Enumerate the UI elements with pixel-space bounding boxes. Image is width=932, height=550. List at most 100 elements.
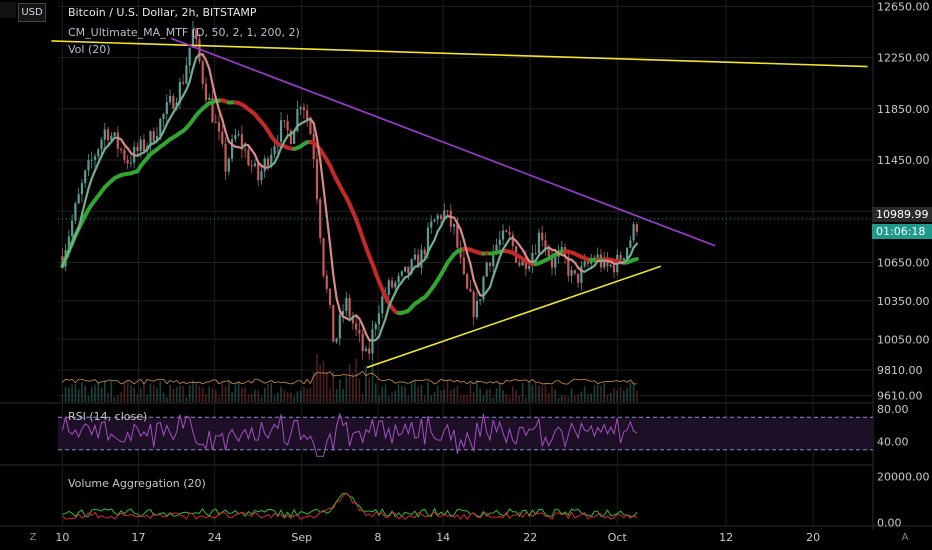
volume-bar xyxy=(521,383,524,402)
volume-ma-line xyxy=(130,380,135,385)
volume-ma-line xyxy=(251,378,256,384)
volume-bar xyxy=(577,394,579,402)
candle-body xyxy=(423,249,426,255)
volume-ma-line xyxy=(143,378,148,385)
volume-bar xyxy=(130,384,132,402)
ma-short-segment xyxy=(466,252,472,266)
volume-bar xyxy=(443,389,446,402)
zoom-button[interactable]: Z xyxy=(29,532,37,543)
volume-bar xyxy=(371,361,374,402)
ma-short-segment xyxy=(328,243,335,276)
ma-short-segment xyxy=(394,285,400,294)
volume-bar xyxy=(361,393,364,402)
candle-body xyxy=(224,143,227,172)
volume-ma-line xyxy=(506,379,510,382)
candle-body xyxy=(580,266,583,283)
volume-bar xyxy=(182,385,184,402)
candle-body xyxy=(279,120,283,142)
ma-short-segment xyxy=(90,169,97,180)
candle-body xyxy=(413,254,417,260)
volume-bar xyxy=(538,385,540,402)
rsi-pane-label[interactable]: RSI (14, close) xyxy=(68,410,148,423)
volume-bar xyxy=(498,383,501,402)
ma-short-segment xyxy=(498,248,505,259)
volume-ma-line xyxy=(228,380,233,384)
candle-body xyxy=(345,297,348,312)
volume-ma-line xyxy=(594,380,598,385)
volume-bar xyxy=(606,394,609,402)
candle-body xyxy=(462,257,465,274)
volume-bar xyxy=(557,397,560,402)
symbol-flag-icon xyxy=(0,2,16,18)
candle-body xyxy=(511,234,514,247)
volume-ma-line xyxy=(333,374,337,377)
ma-short-segment xyxy=(208,67,214,86)
candle-body xyxy=(306,110,309,121)
volume-bar xyxy=(629,382,632,402)
candle-body xyxy=(485,262,488,277)
volume-bar xyxy=(352,372,354,402)
volume-ma-line xyxy=(182,381,187,385)
volume-bar xyxy=(560,395,563,402)
volume-bar xyxy=(544,382,547,402)
candle-body xyxy=(253,163,257,166)
indicator-vol-label[interactable]: Vol (20) xyxy=(68,43,111,56)
ma-short-segment xyxy=(338,309,345,318)
volume-bar xyxy=(303,386,305,402)
auto-scale-button[interactable]: A xyxy=(901,532,909,543)
candle-body xyxy=(335,338,338,342)
candle-body xyxy=(436,215,439,220)
currency-button[interactable]: USD xyxy=(18,3,46,22)
volume-bar xyxy=(482,395,485,402)
volume-ma-line xyxy=(528,379,533,383)
candle-body xyxy=(547,248,550,257)
candle-body xyxy=(355,323,358,330)
candle-body xyxy=(430,221,433,228)
volume-bar xyxy=(81,382,83,402)
volume-ma-line xyxy=(117,380,122,385)
volume-ma-line xyxy=(408,381,412,384)
ma-short-segment xyxy=(191,56,198,70)
volume-ma-line xyxy=(163,379,168,385)
volume-bar xyxy=(570,388,573,402)
candle-body xyxy=(612,264,616,273)
volume-ma-line xyxy=(460,380,464,383)
volume-bar xyxy=(593,385,596,402)
volume-ma-line xyxy=(150,380,154,382)
ma-short-segment xyxy=(87,177,93,190)
volume-bar xyxy=(463,394,465,402)
ma-short-segment xyxy=(204,59,211,70)
candle-body xyxy=(312,133,315,160)
volume-bar xyxy=(472,391,475,402)
y-tick-label: 10650.00 xyxy=(877,256,930,269)
ma-short-segment xyxy=(462,238,469,255)
volume-ma-line xyxy=(626,379,631,383)
indicator-ma-label[interactable]: CM_Ultimate_MA_MTF (D, 50, 2, 1, 200, 2) xyxy=(68,26,300,39)
candle-body xyxy=(244,149,247,151)
volume-bar xyxy=(146,394,149,402)
candle-body xyxy=(452,224,456,227)
volume-ma-line xyxy=(440,378,445,382)
x-tick-label: 22 xyxy=(523,531,537,544)
volume-ma-line xyxy=(515,379,520,382)
volume-bar xyxy=(329,388,331,402)
ma-short-segment xyxy=(358,317,364,327)
volume-aggregation-label[interactable]: Volume Aggregation (20) xyxy=(68,477,206,490)
candle-body xyxy=(361,333,364,352)
volume-bar xyxy=(450,389,452,402)
volume-ma-line xyxy=(483,381,487,384)
ma-short-segment xyxy=(319,159,325,189)
volume-bar xyxy=(231,392,233,402)
volume-ma-line xyxy=(346,374,350,376)
ma-short-segment xyxy=(335,296,341,312)
volume-bar xyxy=(574,395,576,402)
volume-ma-line xyxy=(166,379,171,385)
volume-bar xyxy=(476,380,478,402)
volume-bar xyxy=(273,396,276,402)
candle-body xyxy=(400,271,403,276)
volume-ma-line xyxy=(597,381,602,385)
volume-ma-line xyxy=(617,380,621,382)
candle-body xyxy=(495,244,498,252)
volume-ma-line xyxy=(470,380,474,385)
